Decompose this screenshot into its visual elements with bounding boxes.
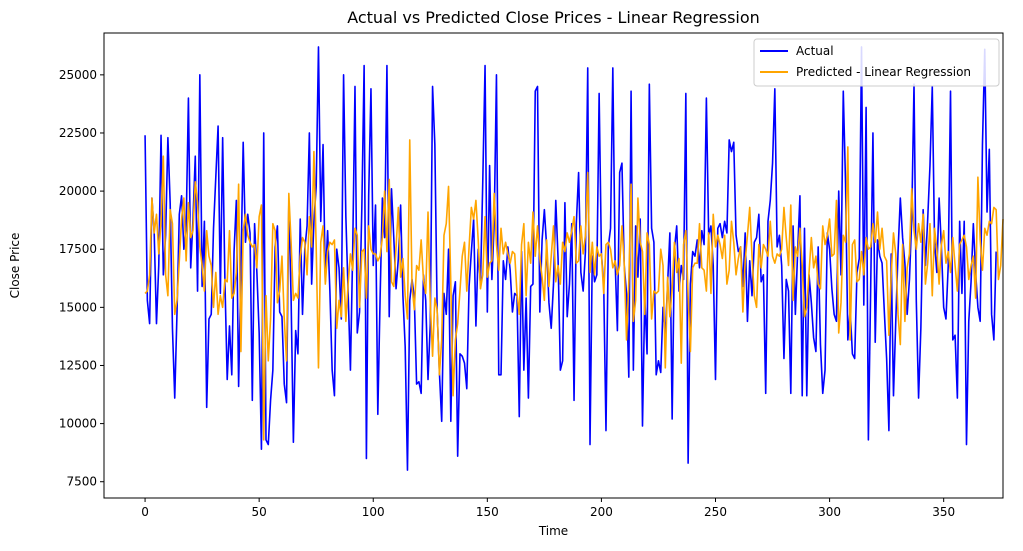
- x-axis-label: Time: [538, 524, 568, 538]
- y-tick-label: 25000: [59, 68, 97, 82]
- x-tick-label: 150: [476, 505, 499, 519]
- x-tick-label: 50: [252, 505, 267, 519]
- x-tick-label: 200: [590, 505, 613, 519]
- y-tick-label: 22500: [59, 126, 97, 140]
- y-tick-label: 20000: [59, 184, 97, 198]
- legend-label-actual: Actual: [796, 44, 834, 58]
- legend: Actual Predicted - Linear Regression: [753, 38, 1000, 87]
- x-tick-label: 100: [362, 505, 385, 519]
- y-tick-label: 7500: [66, 475, 97, 489]
- y-axis-label: Close Price: [8, 233, 22, 299]
- y-tick-label: 10000: [59, 417, 97, 431]
- plot-lines: [144, 46, 1004, 471]
- x-tick-label: 0: [141, 505, 149, 519]
- x-tick-label: 250: [704, 505, 727, 519]
- y-tick-label: 12500: [59, 358, 97, 372]
- y-tick-label: 15000: [59, 300, 97, 314]
- y-axis: 7500 10000 12500 15000 17500 20000 22500 25000: [59, 68, 104, 489]
- series-line-predicted: [144, 139, 1004, 441]
- legend-label-predicted: Predicted - Linear Regression: [796, 65, 971, 79]
- legend-box: [753, 38, 1000, 87]
- x-axis: 0 50 100 150 200 250 300 350: [141, 498, 955, 519]
- series-line-actual: [144, 46, 997, 471]
- y-tick-label: 17500: [59, 242, 97, 256]
- x-tick-label: 350: [932, 505, 955, 519]
- plot-frame: [103, 32, 1004, 499]
- x-tick-label: 300: [818, 505, 841, 519]
- chart-title: Actual vs Predicted Close Prices - Linea…: [347, 8, 760, 27]
